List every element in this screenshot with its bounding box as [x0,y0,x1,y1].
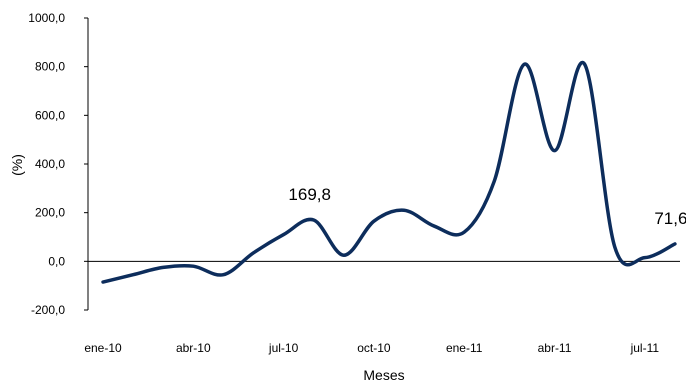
x-axis-ticks: ene-10 abr-10 jul-10 oct-10 ene-11 abr-11 jul-… [84,341,659,355]
x-tick-label: jul-10 [268,341,299,355]
y-axis-ticks: -200,0 0,0 200,0 400,0 600,0 800,0 1000,0 [28,11,88,317]
x-tick-label: ene-11 [446,341,483,355]
y-tick-label: 800,0 [35,60,65,74]
x-tick-label: oct-10 [357,341,391,355]
data-label: 71,6 [654,209,686,228]
y-tick-label: 1000,0 [28,11,65,25]
x-tick-label: ene-10 [84,341,122,355]
y-axis-title: (%) [9,154,25,176]
y-tick-label: -200,0 [31,303,65,317]
x-tick-label: jul-11 [630,341,660,355]
y-tick-label: 0,0 [48,254,65,268]
y-tick-label: 600,0 [35,108,65,122]
x-tick-label: abr-10 [176,341,211,355]
x-axis-title: Meses [363,367,404,383]
y-tick-label: 400,0 [35,157,65,171]
y-tick-label: 200,0 [35,206,65,220]
x-tick-label: abr-11 [538,341,572,355]
series-line [101,60,677,284]
series-layer [101,60,677,284]
data-labels: 169,8 71,6 [288,185,686,228]
data-label: 169,8 [288,185,331,204]
